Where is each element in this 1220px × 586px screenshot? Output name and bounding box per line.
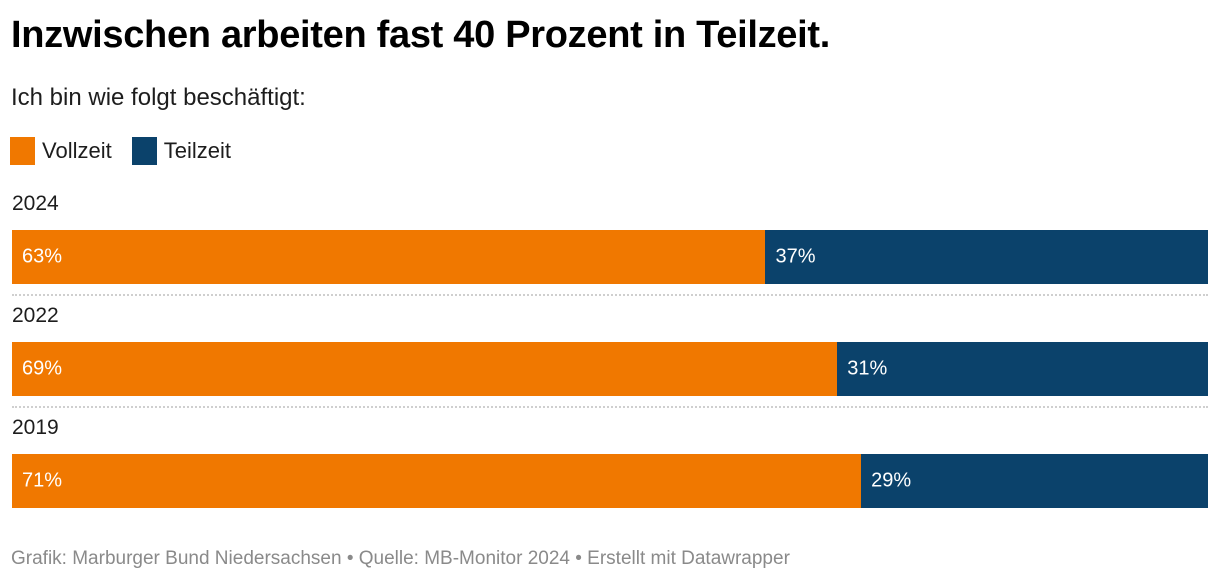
data-label-teilzeit-2024: 37%	[775, 245, 816, 268]
legend-swatch-vollzeit	[10, 137, 35, 165]
bar-teilzeit-2022: 31%	[837, 342, 1208, 396]
legend-item-vollzeit: Vollzeit	[10, 137, 112, 165]
row-label-2019: 2019	[12, 416, 59, 439]
bar-row-2022: 69% 31%	[12, 342, 1208, 396]
data-label-teilzeit-2019: 29%	[871, 469, 912, 492]
bar-teilzeit-2024: 37%	[765, 230, 1208, 284]
legend: Vollzeit Teilzeit	[10, 137, 251, 165]
row-label-2024: 2024	[12, 192, 59, 215]
bar-teilzeit-2019: 29%	[861, 454, 1208, 508]
bar-vollzeit-2024: 63%	[12, 230, 766, 284]
bar-row-2024: 63% 37%	[12, 230, 1208, 284]
chart-title: Inzwischen arbeiten fast 40 Prozent in T…	[11, 14, 830, 56]
bar-vollzeit-2019: 71%	[12, 454, 862, 508]
legend-swatch-teilzeit	[131, 137, 157, 165]
data-label-teilzeit-2022: 31%	[847, 357, 888, 380]
row-separator	[12, 294, 1208, 296]
legend-item-teilzeit: Teilzeit	[131, 137, 231, 165]
data-label-vollzeit-2022: 69%	[22, 357, 63, 380]
chart-subtitle: Ich bin wie folgt beschäftigt:	[11, 84, 306, 111]
row-separator	[12, 406, 1208, 408]
legend-label-vollzeit: Vollzeit	[42, 138, 112, 163]
row-label-2022: 2022	[12, 304, 59, 327]
data-label-vollzeit-2019: 71%	[22, 469, 63, 492]
data-label-vollzeit-2024: 63%	[22, 245, 63, 268]
bar-row-2019: 71% 29%	[12, 454, 1208, 508]
bar-vollzeit-2022: 69%	[12, 342, 838, 396]
source-footer: Grafik: Marburger Bund Niedersachsen • Q…	[11, 548, 790, 569]
legend-label-teilzeit: Teilzeit	[163, 138, 231, 163]
